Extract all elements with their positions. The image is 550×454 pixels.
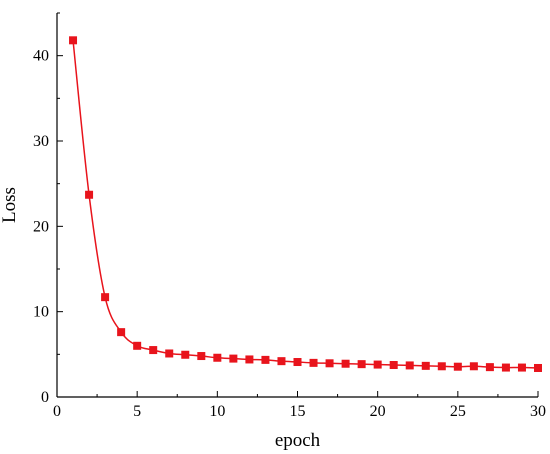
loss-point — [85, 190, 94, 199]
loss-point — [437, 362, 446, 371]
loss-point — [453, 362, 462, 371]
plot-area — [56, 13, 538, 398]
y-tick-label: 10 — [33, 304, 49, 321]
y-tick-label: 40 — [33, 48, 49, 65]
loss-point — [501, 363, 510, 372]
loss-point — [421, 361, 430, 370]
x-axis-ticks: 0 5 10 15 20 25 30 — [53, 391, 546, 420]
x-tick-label: 5 — [133, 403, 141, 420]
y-axis-title: Loss — [0, 187, 20, 223]
loss-point — [149, 346, 158, 355]
x-tick-label: 20 — [370, 403, 386, 420]
loss-point — [373, 360, 382, 369]
loss-point — [485, 363, 494, 372]
loss-point — [197, 352, 206, 361]
loss-point — [389, 361, 398, 369]
series-layer — [69, 36, 542, 372]
loss-point — [309, 358, 318, 367]
loss-point — [325, 359, 334, 368]
loss-point — [277, 357, 286, 366]
loss-point — [293, 358, 302, 367]
loss-point — [213, 353, 222, 362]
x-tick-label: 15 — [290, 403, 306, 420]
loss-point — [261, 355, 270, 364]
loss-point — [534, 363, 542, 372]
loss-point — [517, 363, 526, 372]
loss-point — [229, 354, 238, 363]
loss-point — [101, 293, 110, 302]
y-tick-label: 0 — [41, 389, 49, 406]
x-tick-label: 10 — [209, 403, 225, 420]
x-tick-label: 30 — [530, 403, 546, 420]
x-tick-label: 25 — [450, 403, 466, 420]
y-tick-label: 30 — [33, 133, 49, 150]
y-tick-label: 20 — [33, 218, 49, 235]
x-tick-label: 0 — [53, 403, 61, 420]
loss-point — [165, 349, 174, 358]
y-axis-ticks: 0 10 20 30 40 — [33, 12, 63, 406]
loss-point — [469, 362, 478, 371]
x-axis-title: epoch — [275, 430, 321, 451]
loss-point — [117, 328, 126, 337]
loss-point — [181, 350, 190, 359]
loss-point — [341, 359, 350, 368]
loss-point — [405, 361, 414, 370]
loss-point — [357, 360, 366, 369]
loss-line — [72, 40, 539, 369]
loss-point — [245, 355, 254, 364]
loss-point — [69, 36, 78, 45]
loss-point — [133, 341, 142, 350]
